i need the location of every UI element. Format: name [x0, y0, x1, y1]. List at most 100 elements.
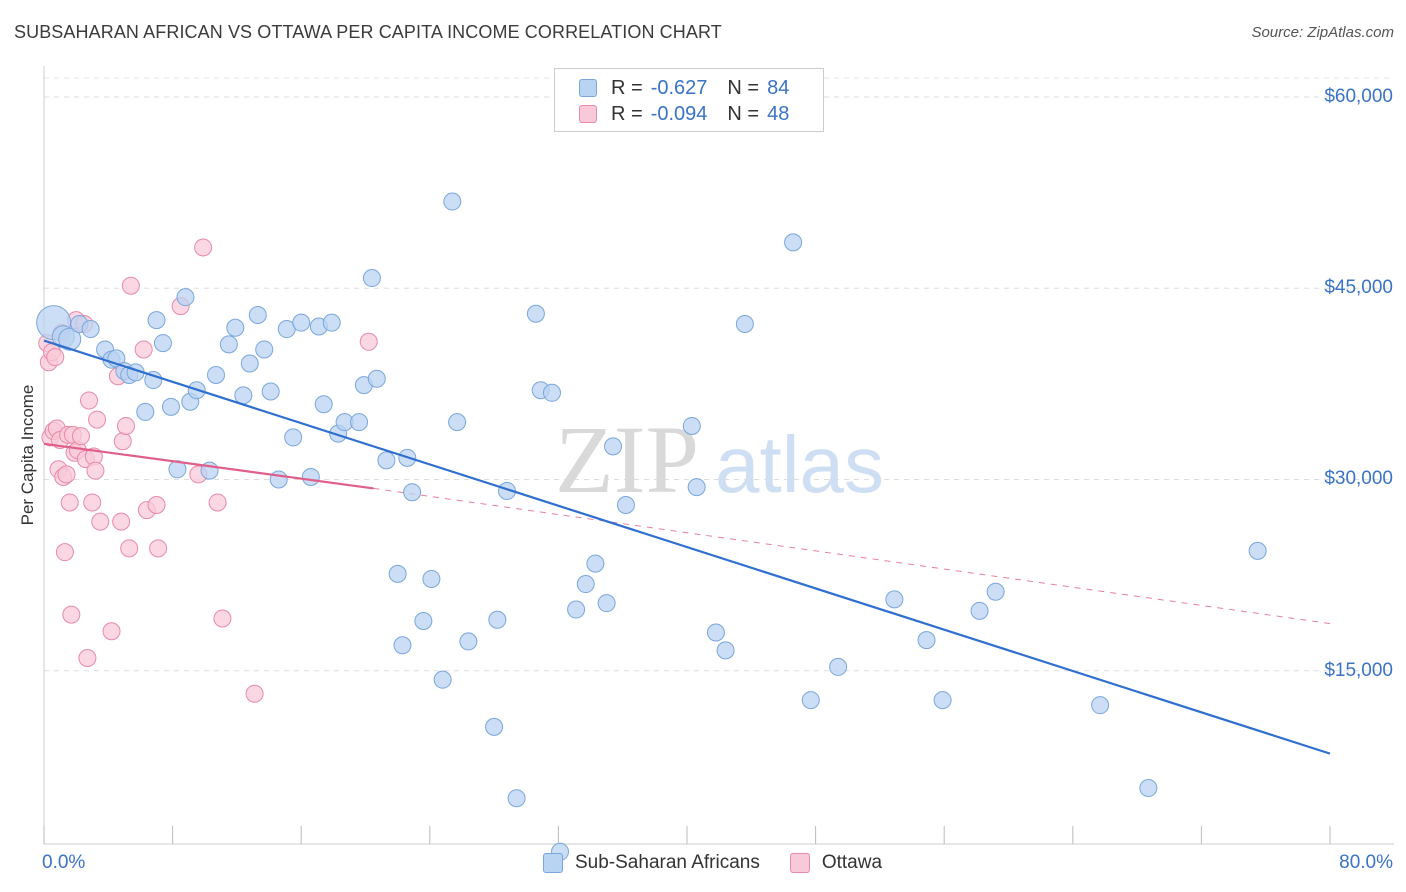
subsaharan-point — [234, 386, 253, 405]
ottawa-point — [112, 512, 131, 531]
legend-n-label: N = — [727, 102, 760, 125]
ottawa-point — [80, 391, 99, 410]
ottawa-point — [91, 512, 110, 531]
subsaharan-point — [682, 416, 701, 435]
chart-title: SUBSAHARAN AFRICAN VS OTTAWA PER CAPITA … — [14, 22, 722, 42]
ottawa-trendline-dashed — [373, 487, 1331, 625]
subsaharan-point — [616, 496, 635, 514]
subsaharan-point — [735, 314, 754, 333]
legend-r-value: -0.094 — [650, 102, 708, 125]
ottawa-point — [147, 496, 166, 514]
subsaharan-point — [597, 594, 616, 613]
watermark: ZIP atlas — [555, 406, 884, 513]
subsaharan-point — [219, 335, 238, 354]
subsaharan-point — [248, 306, 267, 325]
ottawa-point — [46, 348, 65, 367]
ottawa-point — [71, 427, 90, 446]
subsaharan-point — [986, 582, 1005, 601]
y-tick-label: $60,000 — [1324, 86, 1393, 107]
ottawa-point — [102, 622, 121, 641]
subsaharan-point — [284, 428, 303, 447]
subsaharan-trendline-path — [43, 339, 1331, 755]
subsaharan-trendline — [43, 339, 1331, 755]
subsaharan-point — [161, 397, 180, 416]
ottawa-point — [57, 465, 76, 484]
subsaharan-point — [403, 483, 422, 502]
subsaharan-point — [136, 402, 155, 421]
subsaharan-point — [393, 636, 412, 655]
ottawa-point — [88, 410, 107, 429]
subsaharan-point — [350, 413, 369, 432]
ottawa-point — [62, 605, 81, 624]
subsaharan-point — [485, 717, 504, 736]
subsaharan-point — [443, 192, 462, 211]
subsaharan-point — [459, 632, 478, 651]
subsaharan-point — [784, 233, 803, 252]
legend-item-ottawa[interactable]: Ottawa — [789, 852, 882, 874]
subsaharan-point — [377, 451, 396, 470]
subsaharan-point — [507, 789, 526, 808]
subsaharan-point — [58, 327, 82, 351]
ottawa-trendline-path — [43, 442, 374, 490]
ottawa-point — [55, 543, 74, 562]
subsaharan-point — [542, 383, 561, 402]
watermark-atlas: atlas — [715, 420, 884, 509]
legend-n-value: 48 — [767, 102, 790, 125]
correlation-legend: R = -0.627 N = 84 R = -0.094 N = 48 — [554, 68, 824, 132]
subsaharan-point — [147, 311, 166, 330]
ottawa-point — [245, 684, 264, 703]
ottawa-point — [208, 493, 227, 512]
subsaharan-point — [153, 334, 172, 353]
subsaharan-point — [322, 313, 341, 332]
ottawa-point — [213, 609, 232, 628]
subsaharan-point — [716, 641, 735, 660]
subsaharan-point — [301, 467, 320, 486]
subsaharan-point — [261, 382, 280, 401]
ottawa-point — [121, 276, 140, 295]
subsaharan-point — [81, 320, 100, 339]
ottawa-trendline — [43, 442, 374, 490]
ottawa-point — [83, 493, 102, 512]
ottawa-point — [120, 539, 139, 558]
subsaharan-point — [576, 575, 595, 594]
subsaharan-point — [567, 600, 586, 619]
subsaharan-point — [269, 470, 288, 489]
legend-swatch-blue — [543, 853, 563, 873]
source-label: Source: ZipAtlas.com — [1251, 24, 1394, 41]
y-tick-label: $45,000 — [1324, 277, 1393, 298]
legend-label: Sub-Saharan Africans — [575, 852, 760, 873]
ottawa-point — [116, 416, 135, 435]
subsaharan-point — [292, 313, 311, 332]
subsaharan-point — [448, 413, 467, 432]
ottawa-point — [134, 340, 153, 359]
subsaharan-point — [240, 354, 259, 373]
subsaharan-point — [586, 554, 605, 573]
legend-n-label: N = — [727, 76, 760, 99]
subsaharan-point — [829, 657, 848, 676]
legend-item-subsaharan[interactable]: Sub-Saharan Africans — [543, 852, 760, 874]
ottawa-point — [194, 238, 213, 257]
subsaharan-point — [388, 564, 407, 583]
ottawa-point — [149, 539, 168, 558]
subsaharan-point — [706, 623, 725, 642]
subsaharan-point — [422, 569, 441, 588]
subsaharan-point — [885, 590, 904, 609]
axes — [43, 66, 1394, 845]
subsaharan-point — [604, 437, 623, 456]
legend-r-label: R = — [611, 76, 643, 99]
subsaharan-point — [314, 395, 333, 414]
ottawa-point — [359, 332, 378, 351]
ottawa-point — [60, 493, 79, 512]
subsaharan-point — [687, 478, 706, 497]
subsaharan-point — [144, 371, 163, 390]
ottawa-point — [78, 649, 97, 667]
legend-swatch-pink — [579, 105, 597, 123]
y-tick-label: $30,000 — [1324, 468, 1393, 489]
legend-row-subsaharan: R = -0.627 N = 84 — [579, 76, 789, 100]
subsaharan-point — [433, 670, 452, 689]
subsaharan-point — [488, 610, 507, 629]
subsaharan-point — [1091, 696, 1110, 715]
series-legend: Sub-Saharan Africans Ottawa — [543, 852, 912, 874]
x-tick-label-min: 0.0% — [42, 852, 86, 873]
subsaharan-point — [933, 691, 952, 710]
